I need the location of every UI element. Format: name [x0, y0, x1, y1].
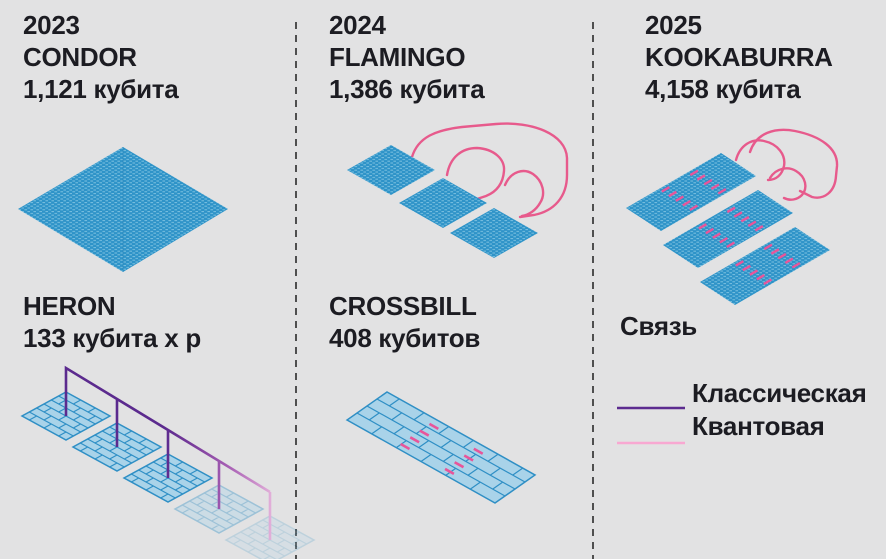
year-label: 2025 — [645, 10, 702, 40]
qubit-count: 408 кубитов — [329, 323, 481, 353]
quantum-link-arcs — [734, 128, 839, 201]
processor-name: KOOKABURRA — [645, 42, 833, 72]
legend-item-quantum: Квантовая — [692, 411, 825, 441]
processor-name: FLAMINGO — [329, 42, 466, 72]
legend-swatches — [617, 406, 685, 445]
qubit-count: 4,158 кубита — [645, 74, 801, 104]
processor-name: HERON — [23, 291, 116, 321]
column-2023-header: 2023 CONDOR 1,121 кубита — [23, 9, 179, 105]
heron-chip-graphic — [22, 368, 314, 559]
qubit-count: 1,121 кубита — [23, 74, 179, 104]
legend-title: Связь — [620, 311, 697, 341]
classical-link-rail — [64, 365, 272, 540]
condor-chip-graphic — [18, 147, 228, 272]
kookaburra-chip-graphic — [626, 128, 839, 305]
legend-item-classical: Классическая — [692, 378, 867, 408]
qubit-count: 1,386 кубита — [329, 74, 485, 104]
processor-name: CROSSBILL — [329, 291, 477, 321]
crossbill-chip-graphic — [347, 392, 535, 503]
quantum-link-arcs — [410, 122, 569, 219]
column-separators — [295, 22, 594, 559]
heron-header: HERON 133 кубита x p — [23, 290, 201, 354]
flamingo-chip-graphic — [347, 122, 569, 258]
column-2025-header: 2025 KOOKABURRA 4,158 кубита — [645, 9, 833, 105]
year-label: 2023 — [23, 10, 80, 40]
column-2024-header: 2024 FLAMINGO 1,386 кубита — [329, 9, 485, 105]
quantum-coupler-dashes — [401, 424, 483, 474]
year-label: 2024 — [329, 10, 386, 40]
processor-name: CONDOR — [23, 42, 137, 72]
qubit-count: 133 кубита x p — [23, 323, 201, 353]
crossbill-header: CROSSBILL 408 кубитов — [329, 290, 480, 354]
